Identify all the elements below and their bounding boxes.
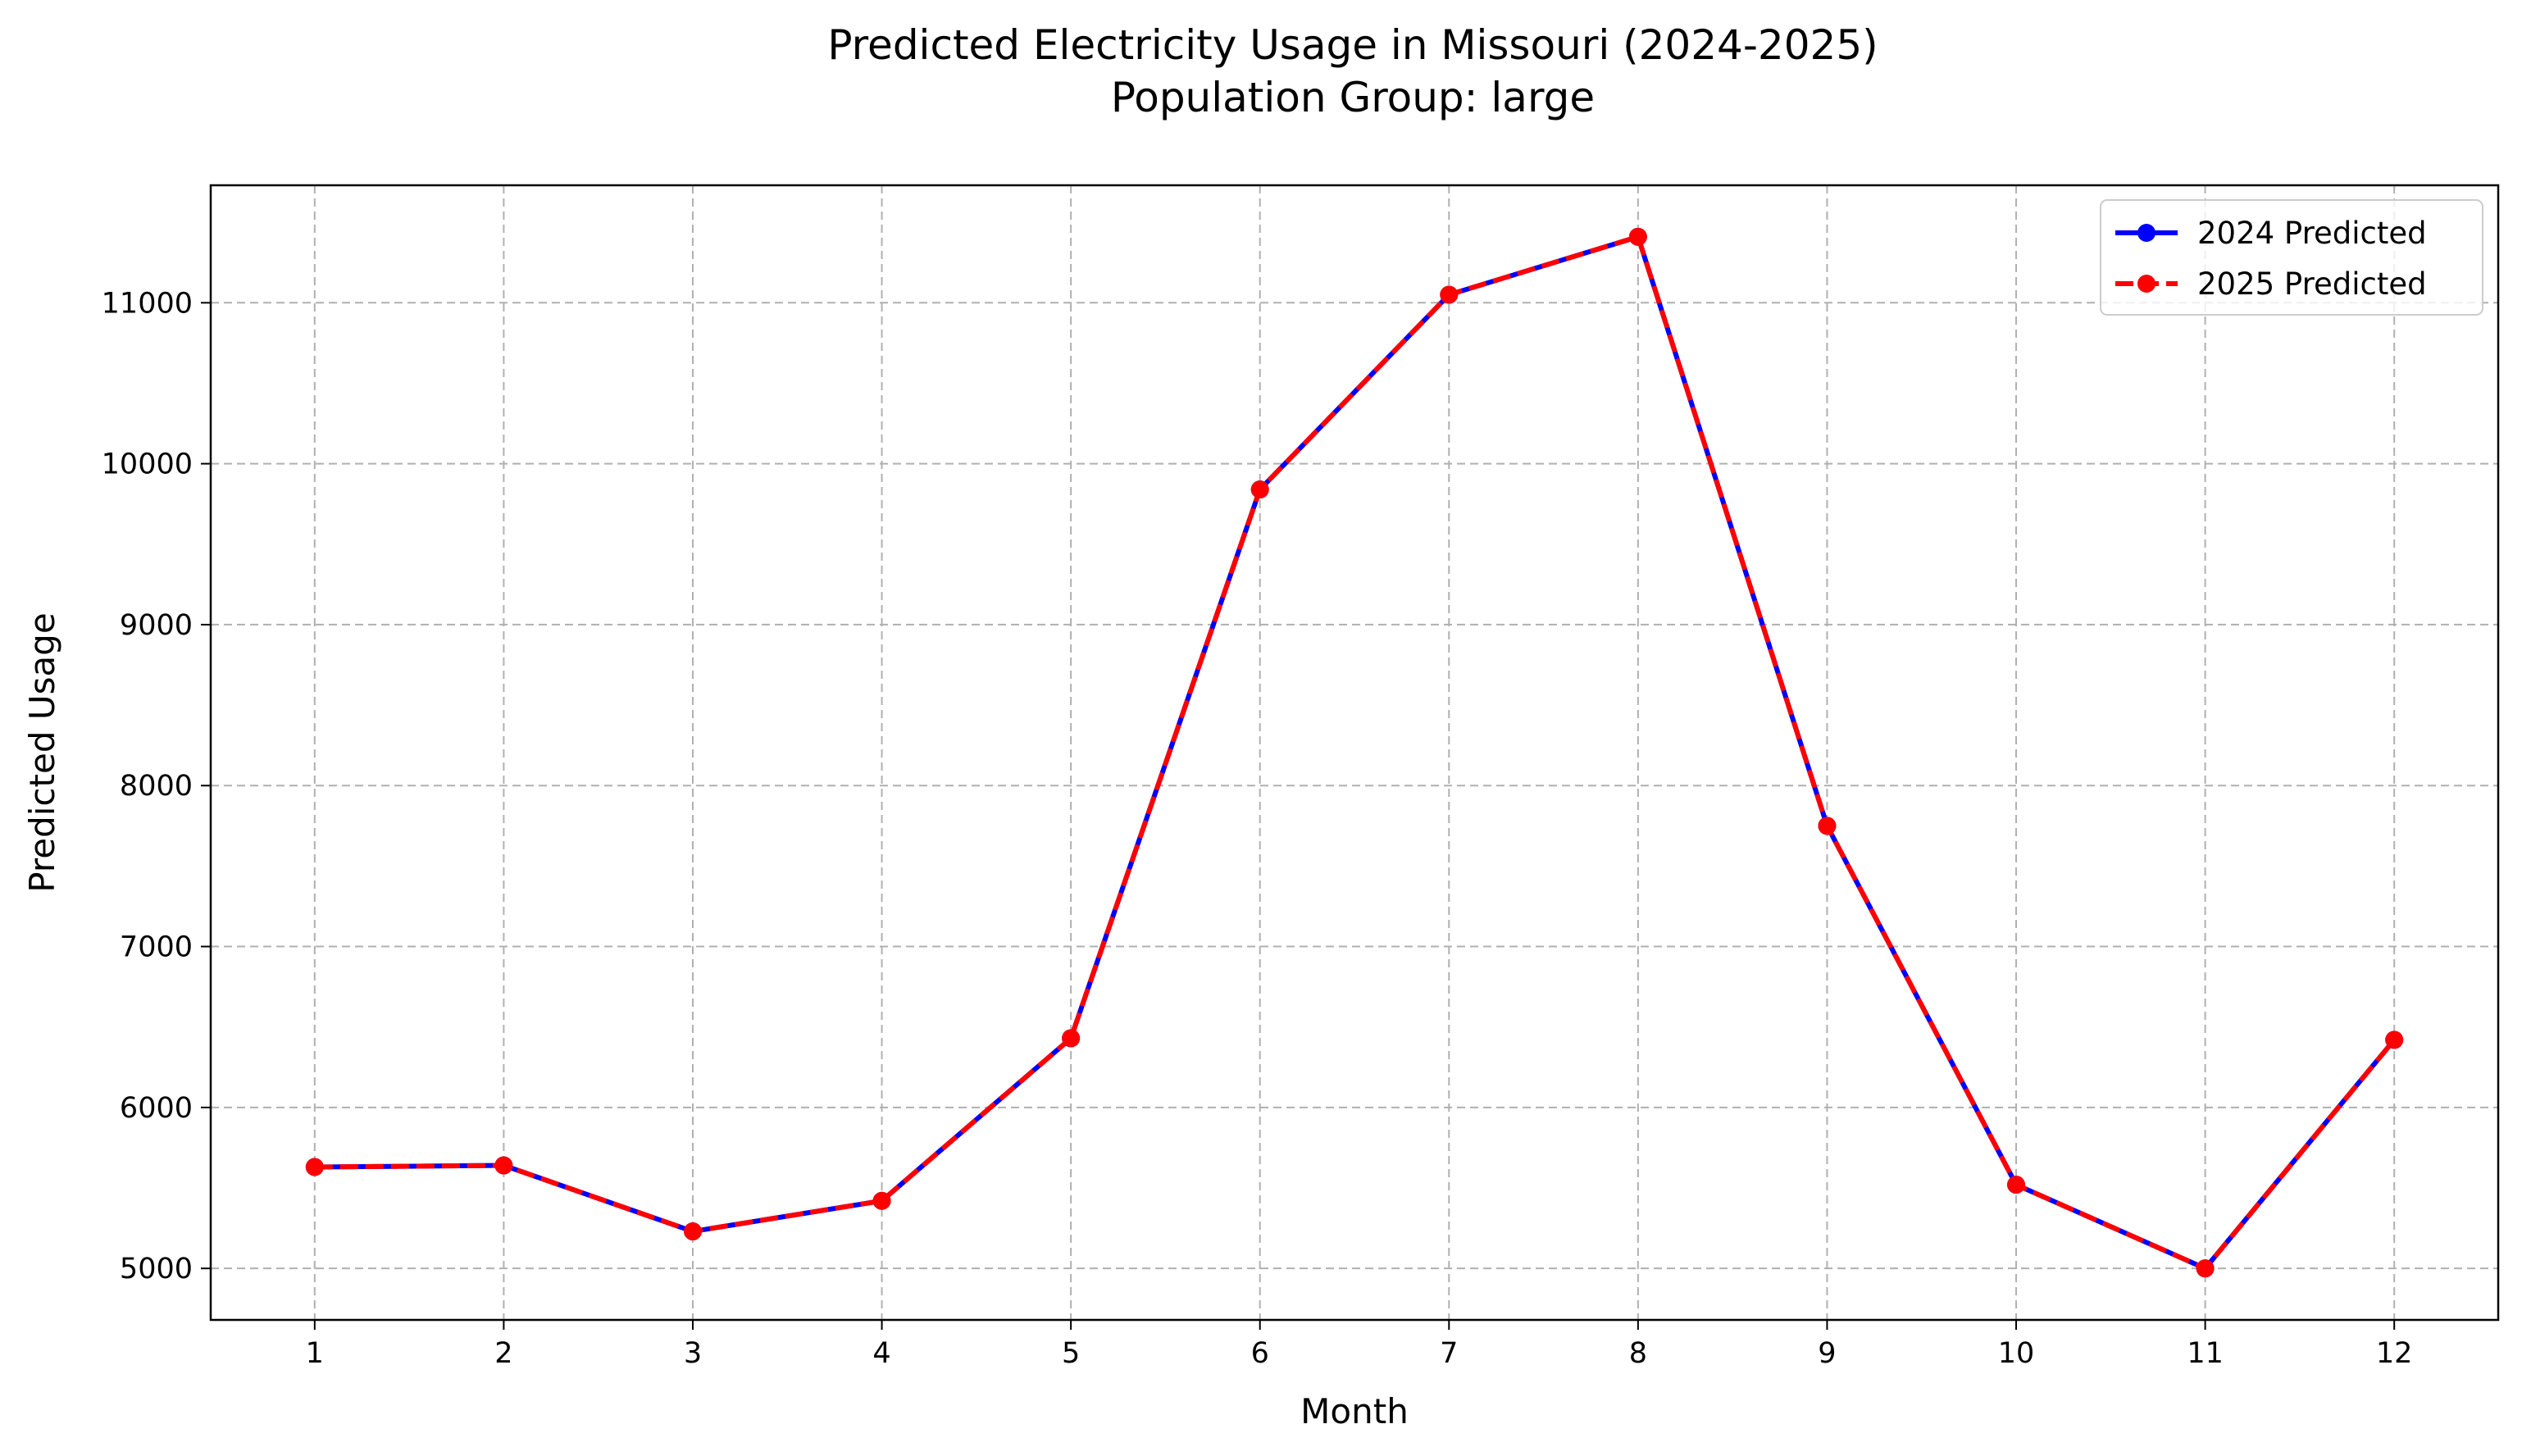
x-axis-label: Month bbox=[1300, 1391, 1409, 1431]
series-line-1 bbox=[314, 234, 2397, 1272]
plot-area-frame bbox=[209, 184, 2500, 1322]
chart-title: Predicted Electricity Usage in Missouri … bbox=[827, 21, 1878, 69]
legend-swatch-marker bbox=[2137, 275, 2156, 293]
series-2-point bbox=[494, 1156, 513, 1175]
series-2-point bbox=[305, 1158, 324, 1176]
series-2-point bbox=[1628, 227, 1647, 246]
x-tick-label: 6 bbox=[1251, 1337, 1269, 1370]
y-axis-label: Predicted Usage bbox=[22, 612, 62, 892]
y-tick-label: 11000 bbox=[102, 287, 193, 320]
x-tick-label: 5 bbox=[1062, 1337, 1080, 1370]
y-tick-label: 10000 bbox=[102, 448, 193, 481]
x-tick-label: 9 bbox=[1818, 1337, 1836, 1370]
legend-frame bbox=[2100, 199, 2483, 316]
y-axis-ticks: 5000 6000 7000 8000 9000 10000 11000 bbox=[102, 287, 211, 1285]
x-tick-label: 1 bbox=[306, 1337, 324, 1370]
chart-subtitle: Population Group: large bbox=[1111, 74, 1595, 121]
series-2-point bbox=[1440, 285, 1459, 304]
legend-swatch-marker bbox=[2137, 224, 2156, 242]
x-tick-label: 12 bbox=[2376, 1337, 2413, 1370]
legend: 2024 Predicted 2025 Predicted bbox=[2100, 199, 2483, 316]
series-2-point bbox=[872, 1191, 891, 1210]
x-tick-label: 3 bbox=[684, 1337, 702, 1370]
series-2-point bbox=[2385, 1031, 2404, 1049]
grid-lines bbox=[211, 185, 2498, 1320]
x-tick-label: 2 bbox=[494, 1337, 512, 1370]
y-tick-label: 6000 bbox=[120, 1092, 193, 1125]
x-axis-ticks: 1 2 3 4 5 6 7 8 9 10 11 12 bbox=[306, 1320, 2413, 1370]
x-tick-label: 8 bbox=[1629, 1337, 1647, 1370]
series-2-point bbox=[1062, 1029, 1081, 1048]
series-2-point bbox=[2007, 1176, 2026, 1194]
series-2-point bbox=[1250, 480, 1269, 499]
x-tick-label: 11 bbox=[2187, 1337, 2224, 1370]
y-tick-label: 8000 bbox=[120, 770, 193, 803]
x-tick-label: 10 bbox=[1998, 1337, 2035, 1370]
x-tick-label: 7 bbox=[1440, 1337, 1458, 1370]
y-tick-label: 5000 bbox=[120, 1253, 193, 1285]
x-tick-label: 4 bbox=[872, 1337, 890, 1370]
legend-entry-label: 2024 Predicted bbox=[2197, 216, 2427, 251]
y-tick-label: 9000 bbox=[120, 609, 193, 642]
series-2-point bbox=[1818, 817, 1837, 835]
series-2-point bbox=[2196, 1259, 2215, 1278]
series-lines bbox=[305, 227, 2404, 1278]
legend-entry-label: 2025 Predicted bbox=[2197, 266, 2427, 302]
series-line-2 bbox=[314, 234, 2397, 1272]
y-tick-label: 7000 bbox=[120, 931, 193, 964]
series-2-point bbox=[683, 1222, 702, 1241]
